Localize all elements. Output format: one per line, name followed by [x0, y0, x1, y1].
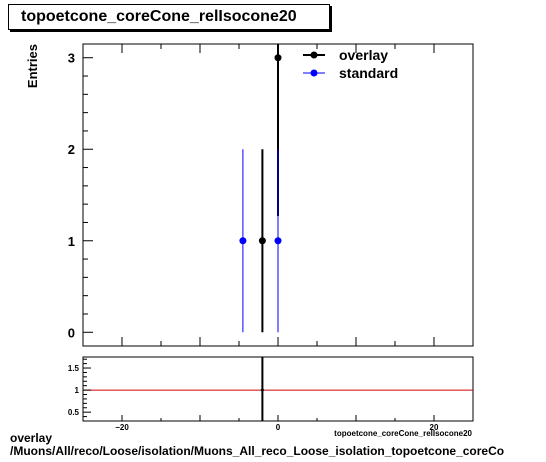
- ratio-y-tick-label: 0.5: [68, 408, 80, 417]
- ratio-data-point: [260, 388, 264, 392]
- footer-path: /Muons/All/reco/Loose/isolation/Muons_Al…: [10, 444, 505, 458]
- ratio-x-tick-label: −20: [115, 423, 129, 432]
- legend-standard-marker: [310, 69, 318, 77]
- data-point-overlay: [258, 237, 266, 245]
- ratio-x-axis-label: topoetcone_coreCone_relIsocone20: [334, 429, 472, 438]
- y-tick-label: 3: [68, 51, 75, 66]
- ratio-y-tick-label: 1.5: [68, 364, 80, 373]
- ratio-y-axis: 0.5 1 1.5: [68, 358, 91, 417]
- main-x-axis: [82, 44, 474, 346]
- ratio-x-tick-label: 20: [430, 423, 439, 432]
- y-axis-label: Entries: [25, 44, 40, 88]
- data-point-standard: [239, 237, 247, 245]
- main-series: [239, 44, 282, 333]
- ratio-plot-frame: [82, 356, 474, 422]
- legend: overlay standard: [303, 47, 398, 81]
- chart-title-box: topoetcone_coreCone_relIsocone20: [8, 4, 330, 30]
- legend-standard-label: standard: [339, 65, 398, 81]
- ratio-series: [260, 357, 264, 421]
- data-point-overlay: [274, 54, 282, 62]
- ratio-x-tick-label: 0: [276, 423, 281, 432]
- legend-overlay-label: overlay: [339, 47, 388, 63]
- footer: overlay /Muons/All/reco/Loose/isolation/…: [10, 432, 504, 458]
- ratio-y-tick-label: 1: [75, 386, 80, 395]
- data-point-standard: [274, 237, 282, 245]
- y-tick-label: 1: [68, 234, 75, 249]
- y-tick-label: 0: [68, 325, 75, 340]
- main-y-axis: 0 1 2 3: [68, 51, 93, 340]
- chart-title: topoetcone_coreCone_relIsocone20: [21, 8, 297, 25]
- ratio-x-axis: −20 0 20: [82, 415, 474, 432]
- footer-line1: overlay: [10, 431, 53, 445]
- y-tick-label: 2: [68, 142, 75, 157]
- legend-overlay-marker: [310, 51, 318, 59]
